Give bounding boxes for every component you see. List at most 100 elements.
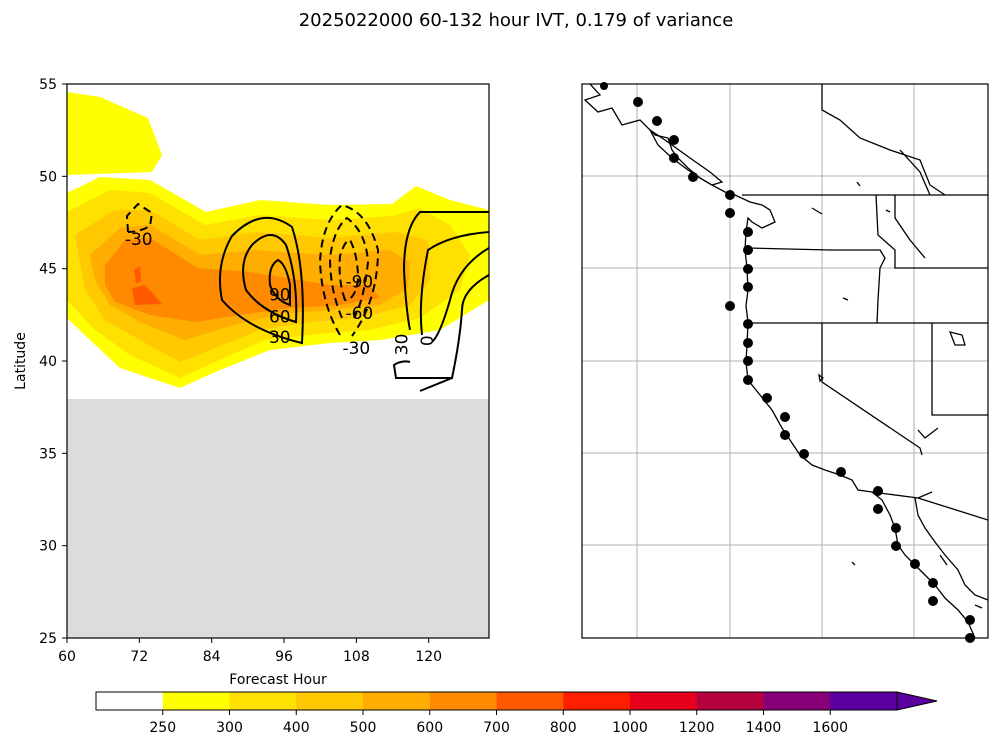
colorbar-segment: [830, 692, 898, 710]
station-marker: [762, 393, 772, 403]
ivt-band-700: [132, 285, 162, 305]
ivt-band-700: [134, 266, 141, 283]
colorbar: 250 300 400 500 600 700 800 1000 1200 1400 1600: [95, 691, 938, 736]
station-marker: [743, 375, 753, 385]
contour-label: 60: [269, 308, 291, 328]
station-marker: [780, 430, 790, 440]
station-marker: [669, 153, 679, 163]
colorbar-extend-arrow: [896, 691, 938, 711]
lake-tahoe: [818, 373, 824, 383]
station-marker: [633, 97, 643, 107]
great-salt-lake: [948, 331, 966, 346]
contour-label: 90: [269, 286, 291, 306]
colorbar-tick-label: 250: [149, 720, 176, 736]
border-nv-ut: [931, 323, 988, 416]
coastline-baja-gulf: [914, 497, 988, 601]
island-small: [974, 604, 983, 609]
ivt-band-600: [105, 238, 380, 322]
station-marker: [780, 412, 790, 422]
colorbar-segment: [363, 692, 431, 710]
colorbar-tick-label: 400: [283, 720, 310, 736]
x-tick-label: 72: [130, 649, 148, 665]
colorbar-segment: [296, 692, 364, 710]
colorbar-tick-label: 600: [416, 720, 443, 736]
x-axis-label: Forecast Hour: [229, 672, 327, 688]
ivt-fill: [67, 92, 489, 388]
island-small: [851, 561, 856, 566]
colorbar-segment: [96, 692, 164, 710]
contour-positive-0: [392, 274, 489, 379]
contour-label: -30: [342, 339, 370, 359]
colorbar-tick-label: 1000: [612, 720, 648, 736]
station-marker: [688, 172, 698, 182]
border-baja: [917, 497, 988, 521]
island-small: [811, 207, 823, 215]
border-id: [875, 194, 988, 269]
station-map: [581, 82, 989, 643]
island-small: [842, 297, 849, 301]
island-small: [885, 209, 891, 213]
colorbar-segment: [763, 692, 831, 710]
contour-label: 30: [393, 334, 413, 356]
colorbar-segment: [563, 692, 631, 710]
border-id-mt: [894, 195, 926, 259]
station-marker: [743, 319, 753, 329]
contour-label: -90: [345, 273, 373, 293]
colorbar-segment: [630, 692, 698, 710]
border-ab-bc: [899, 149, 931, 196]
contour-positive-30: [402, 211, 489, 331]
y-tick-label: 35: [39, 446, 57, 462]
y-tick-label: 30: [39, 539, 57, 555]
station-marker: [743, 282, 753, 292]
x-tick-label: 84: [203, 649, 221, 665]
contour-negative-60: [328, 216, 370, 319]
gulf-coast: [917, 427, 939, 439]
station-marker: [910, 559, 920, 569]
colorbar-tick-label: 500: [350, 720, 377, 736]
station-marker: [652, 116, 662, 126]
y-tick-label: 45: [39, 262, 57, 278]
station-marker: [725, 190, 735, 200]
contour-positive-90: [268, 258, 291, 307]
colorbar-segment: [696, 692, 764, 710]
x-tick-label: 60: [58, 649, 76, 665]
contour-positive-30: [219, 216, 304, 345]
station-marker: [836, 467, 846, 477]
contour-label: -60: [345, 304, 373, 324]
contour-negative-30: [125, 202, 154, 233]
colorbar-segment: [229, 692, 297, 710]
contour-positive-0: [431, 247, 489, 343]
colorbar-segment: [429, 692, 497, 710]
ivt-band-250: [67, 92, 162, 175]
station-marker: [669, 135, 679, 145]
x-tick-label: 108: [343, 649, 370, 665]
contour-label: 0: [418, 335, 438, 346]
station-marker: [928, 596, 938, 606]
station-marker: [965, 615, 975, 625]
x-axis: 60 72 84 96 108 120: [58, 638, 442, 665]
station-markers: [600, 82, 975, 643]
station-marker: [743, 245, 753, 255]
contour-positive-0: [419, 377, 453, 392]
island-small: [939, 554, 948, 566]
y-axis: 25 30 35 40 45 50 55: [39, 77, 67, 647]
contour-label: 30: [269, 328, 291, 348]
station-marker: [743, 356, 753, 366]
map-frame: [581, 83, 989, 639]
contour-negative-30: [318, 203, 380, 337]
contour-positive-0: [419, 231, 489, 336]
colorbar-tick-label: 800: [550, 720, 577, 736]
colorbar-tick-label: 1400: [746, 720, 782, 736]
contour-negative-90: [338, 238, 360, 302]
station-marker: [743, 338, 753, 348]
figure-title: 2025022000 60-132 hour IVT, 0.179 of var…: [299, 10, 734, 31]
border-wa-or: [747, 247, 886, 324]
station-marker: [600, 82, 608, 90]
island-small: [856, 181, 861, 187]
island-vancouver: [649, 129, 724, 186]
border-canada-provinces: [821, 84, 946, 196]
border-ca-nv: [821, 323, 923, 456]
